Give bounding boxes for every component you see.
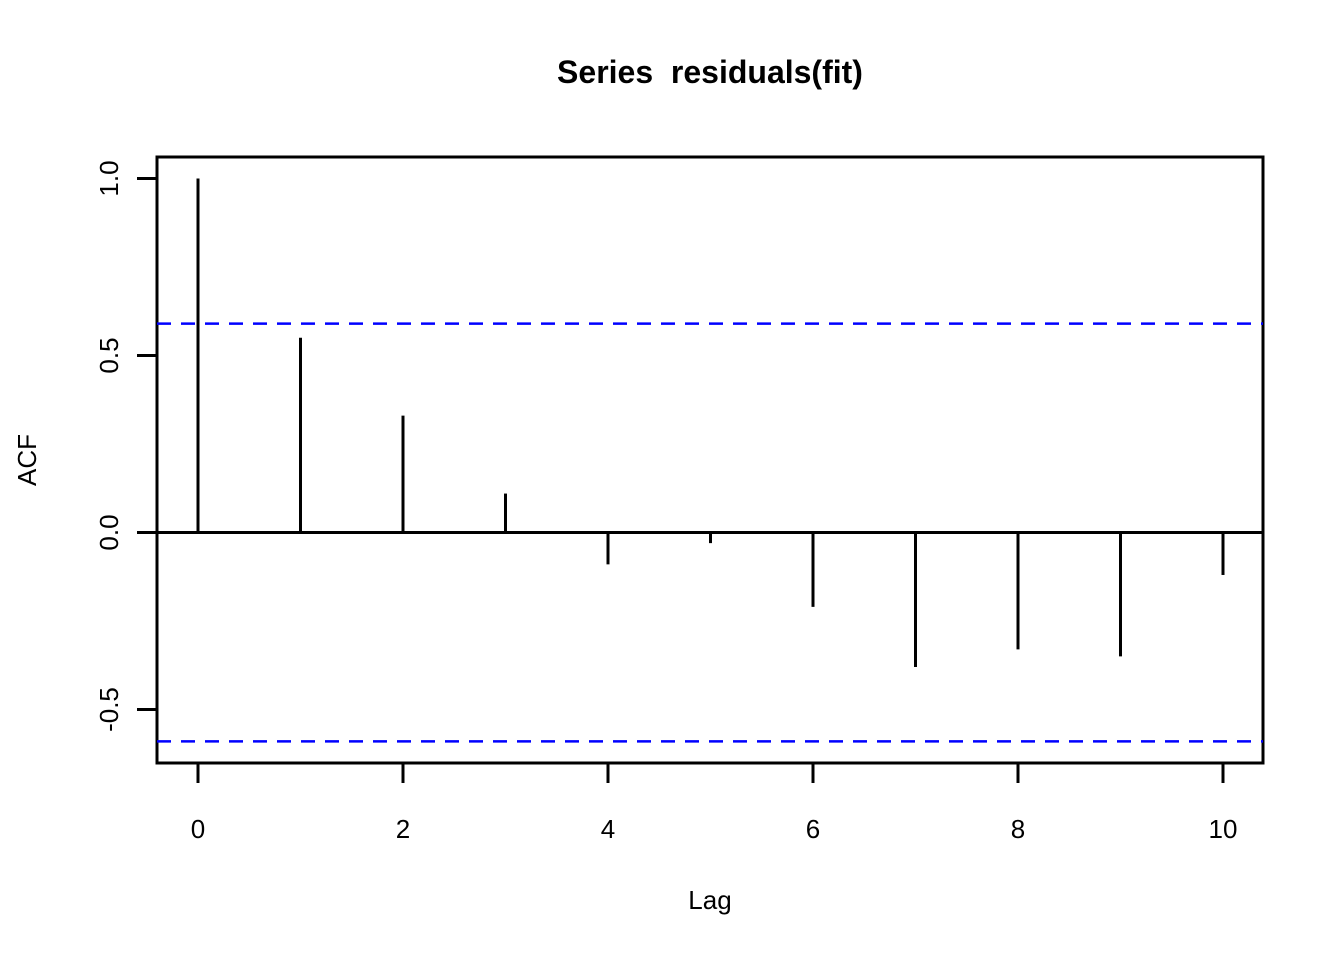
y-axis-tick-labels: 1.0 0.5 0.0 -0.5 xyxy=(94,160,124,731)
y-axis-ticks xyxy=(137,177,157,711)
y-tick-label: 0.0 xyxy=(94,514,124,550)
acf-spikes xyxy=(196,178,1225,668)
x-tick-label: 2 xyxy=(396,814,410,844)
x-tick-label: 4 xyxy=(601,814,615,844)
chart-title: Series residuals(fit) xyxy=(557,54,863,90)
y-tick-label: 1.0 xyxy=(94,160,124,196)
x-tick-label: 8 xyxy=(1011,814,1025,844)
y-tick-label: -0.5 xyxy=(94,687,124,732)
x-tick-label: 6 xyxy=(806,814,820,844)
x-axis-ticks xyxy=(196,763,1225,783)
x-axis-title: Lag xyxy=(688,885,731,915)
x-tick-label: 0 xyxy=(191,814,205,844)
y-tick-label: 0.5 xyxy=(94,337,124,373)
x-axis-tick-labels: 0 2 4 6 8 10 xyxy=(191,814,1238,844)
confidence-bound-lines xyxy=(157,322,1263,743)
plot-box xyxy=(155,155,1265,765)
x-tick-label: 10 xyxy=(1209,814,1238,844)
y-axis-title: ACF xyxy=(12,434,42,486)
